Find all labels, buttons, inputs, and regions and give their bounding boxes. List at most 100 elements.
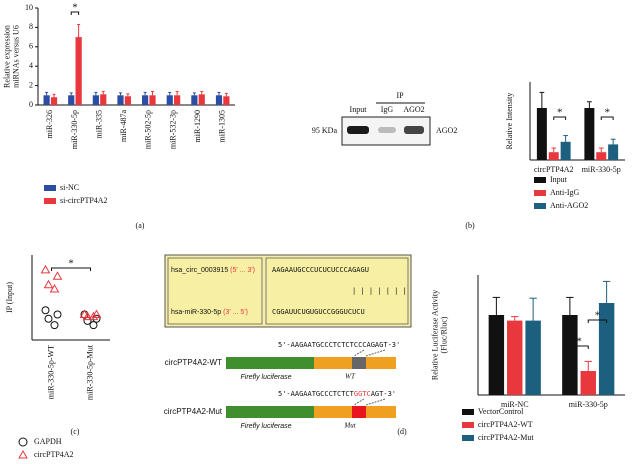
sig-star: *: [68, 258, 74, 270]
legend-label: Anti-IgG: [550, 188, 580, 197]
binding-frame: [164, 254, 412, 328]
legend-label: VectorControl: [478, 407, 524, 416]
binding-frame: [167, 257, 263, 325]
pairs: | | | | | | |: [352, 287, 407, 295]
guide: [365, 398, 386, 406]
point: [88, 311, 99, 321]
y-axis-label: IP (Input): [5, 282, 14, 313]
y-tick-label: 8: [29, 22, 33, 31]
guide: [353, 398, 365, 406]
seq-part: AGT-3': [371, 390, 396, 398]
site-region: [352, 406, 366, 418]
site-region: [352, 357, 366, 369]
panel-label: (a): [136, 221, 145, 230]
bar: [562, 315, 578, 395]
legend-swatch: [534, 177, 546, 183]
utr-region: [314, 406, 352, 418]
luc-region: [226, 357, 314, 369]
bar: [100, 94, 107, 105]
luc-region: [226, 406, 314, 418]
x-tick-label: miR-330-5p: [569, 400, 608, 409]
y-tick-label: 0: [29, 100, 33, 109]
legend-label: si-NC: [60, 183, 79, 192]
legend-swatch: [462, 409, 474, 415]
bar: [198, 94, 205, 105]
construct-name: circPTP4A2-WT: [165, 358, 222, 367]
bar: [525, 320, 541, 395]
binding-box: hsa_circ_0003915 (5' ... 3') hsa-miR-330…: [164, 254, 412, 328]
construct-seq: 5'-AAGAATGCCCTCTCTCCCAGAGT-3': [278, 341, 400, 349]
bar: [536, 108, 547, 160]
seq-mut: GGTC: [354, 390, 371, 398]
bar: [584, 108, 595, 160]
y-axis-label: Relative Intensity: [505, 93, 514, 150]
bar: [548, 152, 559, 160]
x-tick-label: miR-502-5p: [144, 110, 153, 149]
bar: [488, 315, 505, 395]
legend-marker: [18, 437, 28, 447]
bar: [166, 95, 173, 105]
circ-dir: (5' ... 3'): [230, 267, 255, 274]
x-tick-label: miR-487a: [119, 110, 128, 142]
sig-bracket: [553, 116, 567, 120]
point: [92, 314, 101, 323]
point: [82, 311, 93, 321]
point: [50, 321, 59, 330]
legend-swatch: [462, 435, 474, 441]
x-tick-label: miR-1305: [218, 110, 227, 142]
site-label: Mut: [343, 422, 356, 430]
blot-band: [404, 126, 424, 134]
bar: [43, 95, 50, 105]
sig-star: *: [595, 310, 601, 322]
point: [41, 306, 50, 315]
sig-bracket: [600, 116, 614, 120]
x-tick-label: miR-326: [45, 110, 54, 138]
y-tick-label: 4: [29, 61, 33, 70]
bar: [92, 95, 99, 105]
legend-label: Input: [550, 175, 568, 184]
luc-label: Firefly luciferase: [241, 374, 292, 381]
legend-swatch: [462, 422, 474, 428]
point: [44, 314, 53, 323]
utr-region: [366, 357, 396, 369]
sig-bracket: [70, 11, 80, 15]
lane-label: AGO2: [403, 105, 424, 114]
construct: 5'-AAGAATGCCCTCTCTCCCAGAGT-3' circPTP4A2…: [164, 341, 400, 430]
blot-ip: IP: [396, 91, 404, 100]
bar: [580, 371, 596, 395]
bar: [598, 303, 615, 395]
mir-dir: (3' ... 5'): [223, 309, 248, 316]
bar: [149, 95, 156, 105]
mir-seq: CGGAUUCUGUGUCCGGGUCUCU: [272, 308, 365, 316]
blot: IP Input IgG AGO2 95 KDa AGO2: [312, 91, 457, 146]
legend-label: circPTP4A2: [34, 450, 74, 459]
point: [43, 279, 54, 289]
sig-bracket: [51, 267, 91, 271]
legend-swatch: [534, 190, 546, 196]
bar: [124, 96, 131, 105]
y-tick-label: 6: [29, 42, 33, 51]
point: [49, 283, 60, 293]
x-tick-label: miR-330-5p-WT: [46, 345, 55, 399]
blot-band-label: AGO2: [436, 126, 457, 135]
x-tick-label: miR-NC: [501, 400, 529, 409]
x-tick-label: miR-330-5p: [582, 165, 621, 174]
sig-star: *: [72, 2, 78, 14]
bar: [117, 95, 124, 105]
x-tick-label: miR-532-3p: [168, 110, 177, 149]
bar: [223, 96, 230, 105]
guide: [365, 349, 386, 357]
bar: [75, 37, 82, 105]
construct-seq: 5'-AAGAATGCCCTCTCTGGTCAGT-3': [278, 390, 396, 398]
legend-marker: [18, 449, 28, 459]
legend-swatch: [44, 185, 56, 191]
bar: [68, 95, 75, 105]
legend-label: Anti-AGO2: [550, 201, 588, 210]
guide: [353, 349, 365, 357]
bar: [507, 320, 523, 395]
y-axis-label: (Fluc/Rluc): [439, 316, 448, 353]
construct-name: circPTP4A2-Mut: [164, 407, 223, 416]
lane-label: IgG: [381, 105, 394, 114]
circ-name: hsa_circ_0003915 (5' ... 3'): [171, 267, 255, 274]
